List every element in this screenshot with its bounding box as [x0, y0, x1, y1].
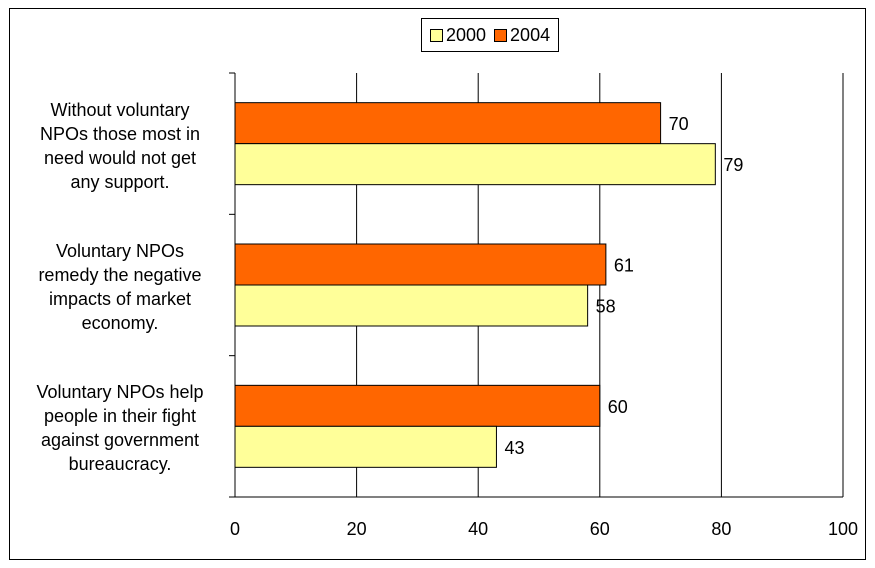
x-tick-label-0: 0 — [230, 519, 240, 539]
legend-swatch-2000 — [430, 28, 443, 42]
legend-label-2004: 2004 — [510, 24, 551, 45]
legend-entry-2000: 2000 — [430, 25, 486, 46]
bar-2000-cat-2 — [234, 284, 589, 327]
data-label-2004-cat-3: 60 — [608, 397, 628, 417]
category-label-line: bureaucracy. — [68, 454, 172, 475]
category-label-line: Without voluntary — [50, 99, 190, 120]
category-label-line: NPOs those most in — [39, 123, 201, 144]
bar-2004-cat-3 — [234, 384, 601, 427]
data-label-2000-cat-3: 43 — [504, 438, 524, 458]
legend-swatch-2004 — [494, 28, 508, 42]
category-label-2: Voluntary NPOs remedy the negative impacts… — [15, 239, 225, 335]
category-label-line: against government — [40, 430, 200, 451]
category-label-1: Without voluntary NPOs those most in need … — [15, 98, 225, 194]
category-label-line: impacts of market — [48, 289, 192, 309]
x-tick-label-40: 40 — [468, 519, 488, 539]
category-label-line: Voluntary NPOs — [55, 241, 185, 261]
bar-2004-cat-1 — [234, 102, 662, 145]
data-label-2004-cat-2: 61 — [614, 256, 634, 276]
category-label-line: any support. — [70, 171, 170, 192]
bar-2000-cat-1 — [234, 143, 716, 186]
x-tick-label-80: 80 — [711, 519, 731, 539]
legend: 2000 2004 — [421, 18, 560, 52]
data-label-2000-cat-1: 79 — [723, 155, 743, 175]
category-label-line: need would not get — [43, 147, 197, 168]
legend-entry-2004: 2004 — [494, 25, 550, 46]
data-label-2000-cat-2: 58 — [596, 297, 616, 317]
category-label-line: people in their fight — [43, 406, 197, 427]
category-label-line: economy. — [81, 313, 159, 333]
x-tick-label-60: 60 — [590, 519, 610, 539]
bar-2004-cat-2 — [234, 243, 607, 286]
category-label-3: Voluntary NPOs help people in their fight… — [15, 380, 225, 476]
x-tick-label-100: 100 — [828, 519, 858, 539]
data-label-2004-cat-1: 70 — [669, 114, 689, 134]
legend-label-2000: 2000 — [446, 24, 487, 45]
bar-2000-cat-3 — [234, 425, 497, 468]
x-tick-label-20: 20 — [347, 519, 367, 539]
category-label-line: remedy the negative — [38, 265, 202, 285]
category-label-line: Voluntary NPOs help — [36, 382, 204, 403]
